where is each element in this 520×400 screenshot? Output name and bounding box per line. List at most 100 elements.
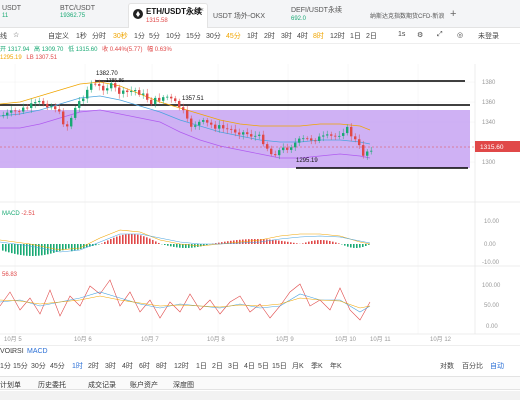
period-4h[interactable]: 4时 (122, 363, 133, 370)
price-chart[interactable]: 1382.70 1385.86 1357.51 1295.19 1380 136… (0, 44, 520, 344)
tab-depth-chart[interactable]: 深度图 (173, 382, 194, 389)
toolbar-2d[interactable]: 2日 (366, 33, 377, 40)
period-yearly[interactable]: 年K (330, 363, 342, 370)
period-1m[interactable]: 1分 (0, 363, 11, 370)
period-6h[interactable]: 6时 (139, 363, 150, 370)
macd-bar (176, 244, 178, 248)
toolbar-1m[interactable]: 1分 (134, 33, 145, 40)
period-30m[interactable]: 30分 (31, 363, 46, 370)
macd-bar (20, 244, 22, 256)
candle-body (194, 125, 197, 127)
period-2h[interactable]: 2时 (88, 363, 99, 370)
tab-usdt-otc[interactable]: USDT 场外-OKX (213, 13, 265, 20)
log-scale-toggle[interactable]: 对数 (440, 363, 454, 370)
close-tab-icon[interactable]: × (199, 7, 204, 14)
period-3h[interactable]: 3时 (105, 363, 116, 370)
period-1d[interactable]: 1日 (196, 363, 207, 370)
fullscreen-icon[interactable]: ⤢ (437, 31, 443, 38)
period-5d[interactable]: 5日 (258, 363, 269, 370)
indicator-macd[interactable]: MACD (27, 348, 48, 355)
period-15d[interactable]: 15日 (272, 363, 287, 370)
period-monthly[interactable]: 月K (292, 363, 304, 370)
toolbar-30s[interactable]: 30秒 (113, 33, 128, 40)
eth-icon (133, 9, 143, 19)
period-3d[interactable]: 3日 (228, 363, 239, 370)
period-1h[interactable]: 1时 (72, 363, 83, 370)
candle-body (326, 134, 329, 136)
snapshot-icon[interactable]: ◎ (457, 32, 464, 39)
indicator-bar: VOL RSI MACD (0, 345, 520, 359)
tab-plan-orders[interactable]: 计划单 (0, 382, 21, 389)
candle-body (210, 122, 213, 125)
candle-body (230, 128, 233, 130)
toolbar-timeline[interactable]: 分时 (92, 33, 106, 40)
macd-bar (53, 244, 55, 253)
toolbar-3h[interactable]: 3时 (281, 33, 292, 40)
candle-body (38, 100, 41, 103)
tab-btc-usdt[interactable]: BTC/USDT 19362.75 (60, 5, 95, 19)
x-tick: 10月 12 (430, 336, 452, 343)
star-icon[interactable]: ☆ (13, 32, 20, 39)
percent-scale-toggle[interactable]: 百分比 (462, 363, 483, 370)
tab-trade-records[interactable]: 成交记录 (88, 382, 116, 389)
toolbar-30m[interactable]: 30分 (206, 33, 221, 40)
tab-nasdaq-cfd[interactable]: 纳斯达克指数期货CFD-新浪 (370, 14, 445, 20)
toolbar-15m[interactable]: 15分 (186, 33, 201, 40)
y-tick: 1360 (482, 100, 496, 106)
macd-bar (344, 244, 346, 246)
toolbar-custom[interactable]: 自定义 (48, 33, 69, 40)
macd-bar (224, 241, 226, 244)
period-12h[interactable]: 12时 (174, 363, 189, 370)
candle-body (54, 106, 57, 110)
period-2d[interactable]: 2日 (212, 363, 223, 370)
macd-bar (362, 244, 364, 247)
tab-order-history[interactable]: 历史委托 (38, 382, 66, 389)
tab-usdt[interactable]: USDT 11 (2, 5, 22, 19)
macd-bar (143, 236, 145, 244)
candle-body (238, 132, 241, 135)
tab-account-assets[interactable]: 账户资产 (130, 382, 158, 389)
indicator-vol[interactable]: VOL (0, 348, 15, 355)
chart-toolbar: 线 ☆ 自定义 1秒 分时 30秒 1分 5分 10分 15分 30分 45分 … (0, 28, 520, 44)
candle-body (246, 132, 249, 135)
toolbar-4h[interactable]: 4时 (297, 33, 308, 40)
auto-scale-toggle[interactable]: 自动 (490, 363, 504, 370)
toolbar-12h[interactable]: 12时 (330, 33, 345, 40)
settings-icon[interactable]: ⚙ (417, 32, 424, 39)
macd-histogram (2, 234, 370, 256)
toolbar-45m[interactable]: 45分 (226, 33, 241, 40)
candle-body (274, 154, 277, 156)
candle-body (306, 138, 309, 140)
ma-value: 1295.19 (0, 55, 22, 61)
period-45m[interactable]: 45分 (50, 363, 65, 370)
add-tab-icon[interactable]: + (450, 8, 457, 20)
toolbar-1h[interactable]: 1时 (247, 33, 258, 40)
toolbar-10m[interactable]: 10分 (166, 33, 181, 40)
toolbar-1d[interactable]: 1日 (350, 33, 361, 40)
toolbar-1s[interactable]: 1秒 (76, 33, 87, 40)
candle-body (74, 107, 77, 118)
candle-body (202, 120, 205, 122)
period-8h[interactable]: 8时 (156, 363, 167, 370)
tab-defi-usdt[interactable]: DEFI/USDT永续 692.0 (291, 7, 342, 22)
toolbar-2h[interactable]: 2时 (264, 33, 275, 40)
period-quarterly[interactable]: 季K (311, 363, 323, 370)
interval-1s[interactable]: 1s (398, 31, 406, 38)
toolbar-5m[interactable]: 5分 (149, 33, 160, 40)
candle-body (162, 97, 165, 101)
macd-bar (107, 240, 109, 244)
candle-body (290, 147, 293, 150)
macd-bar (11, 244, 13, 254)
macd-bar (80, 244, 82, 249)
toolbar-8h[interactable]: 8时 (313, 33, 324, 40)
period-4d[interactable]: 4日 (244, 363, 255, 370)
x-tick: 10月 10 (335, 336, 357, 343)
macd-bar (323, 240, 325, 244)
toolbar-line[interactable]: 线 (0, 33, 7, 40)
indicator-rsi[interactable]: RSI (12, 348, 24, 355)
login-status[interactable]: 未登录 (478, 33, 499, 40)
period-15m[interactable]: 15分 (13, 363, 28, 370)
macd-bar (191, 244, 193, 248)
macd-tick: 10.00 (484, 219, 500, 225)
x-tick: 10月 7 (141, 336, 159, 343)
